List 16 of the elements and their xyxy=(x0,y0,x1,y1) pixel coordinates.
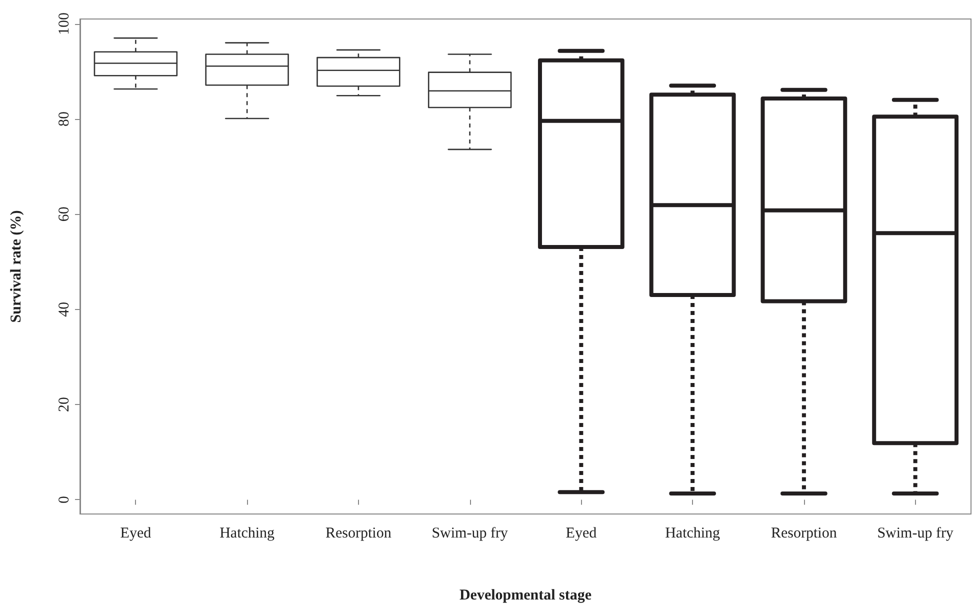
y-tick-label: 60 xyxy=(56,206,72,222)
y-tick-label: 100 xyxy=(56,12,72,36)
y-axis-title: Survival rate (%) xyxy=(8,210,24,323)
x-tick-label: Resorption xyxy=(771,526,838,542)
y-tick-label: 80 xyxy=(56,111,72,126)
y-tick-label: 20 xyxy=(56,397,72,412)
x-tick-label: Swim-up fry xyxy=(877,526,954,542)
x-tick-label: Swim-up fry xyxy=(432,526,508,542)
y-tick-label: 0 xyxy=(56,496,72,504)
x-axis-title: Developmental stage xyxy=(459,588,592,604)
x-tick-label: Eyed xyxy=(566,526,598,542)
x-tick-label: Hatching xyxy=(220,526,276,542)
x-tick-label: Hatching xyxy=(665,526,721,542)
x-tick-label: Eyed xyxy=(120,526,152,542)
x-tick-label: Resorption xyxy=(326,526,392,542)
y-tick-label: 40 xyxy=(56,302,72,317)
